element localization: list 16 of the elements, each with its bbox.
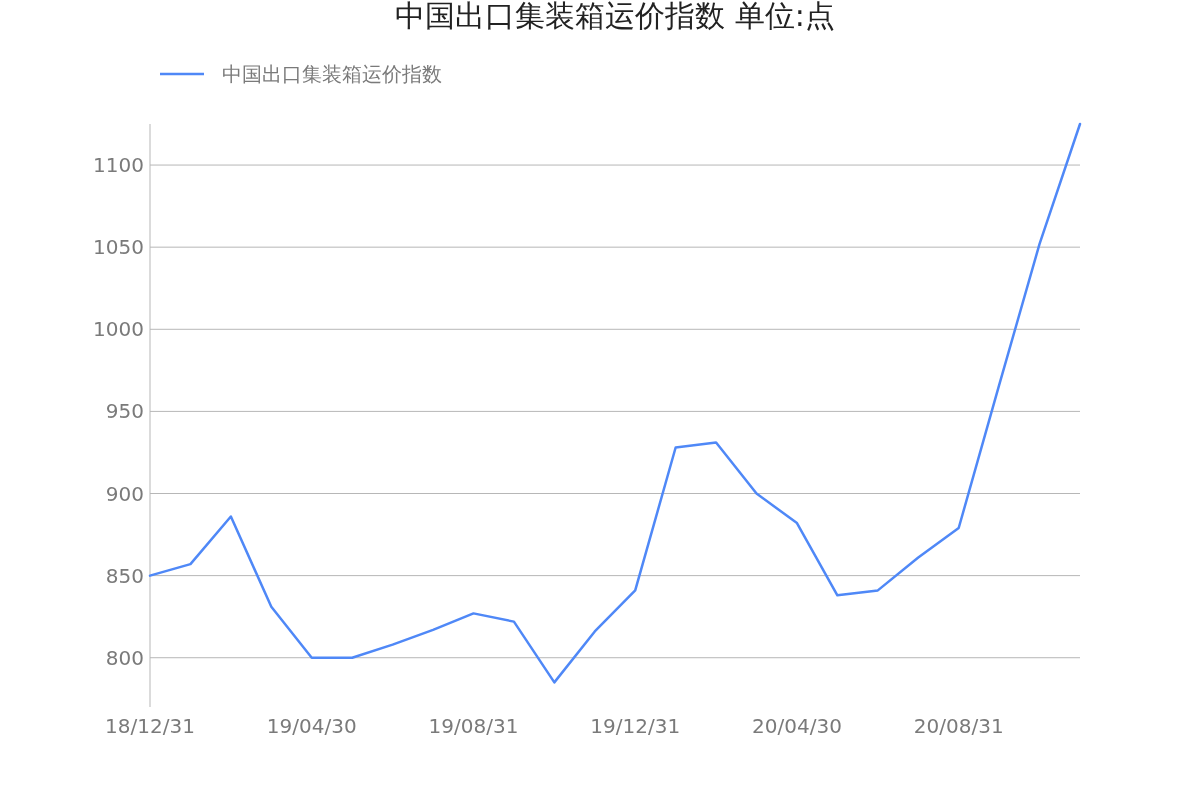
y-tick-label: 900 [105, 481, 144, 506]
y-tick-label: 950 [105, 399, 144, 424]
x-tick-label: 20/08/31 [913, 714, 1004, 738]
y-tick-label: 800 [105, 645, 144, 670]
x-tick-label: 20/04/30 [752, 714, 842, 738]
x-tick-label: 19/12/31 [590, 714, 681, 738]
x-tick-label: 19/08/31 [428, 714, 519, 738]
x-tick-label: 19/04/30 [266, 714, 357, 738]
x-tick-label: 18/12/31 [105, 714, 195, 738]
legend-label: 中国出口集装箱运价指数 [222, 62, 442, 86]
y-tick-label: 1050 [93, 235, 144, 260]
y-tick-label: 1000 [93, 317, 144, 342]
line-series [148, 122, 1082, 684]
y-tick-label: 1100 [93, 153, 144, 178]
y-tick-label: 850 [105, 563, 144, 588]
chart-title: 中国出口集装箱运价指数 单位:点 [395, 0, 835, 33]
